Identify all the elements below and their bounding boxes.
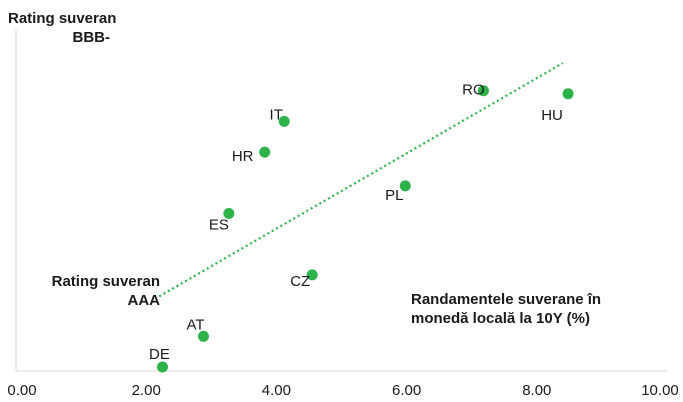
- data-point-ro: [477, 85, 489, 97]
- point-label-hu: HU: [541, 107, 563, 124]
- point-label-de: DE: [149, 346, 170, 363]
- x-tick-label: 8.00: [522, 382, 551, 399]
- x-tick-label: 10.00: [641, 382, 679, 399]
- x-axis-label: Randamentele suverane în monedă locală l…: [411, 290, 681, 328]
- x-axis-label-line2: monedă locală la 10Y (%): [411, 310, 590, 327]
- data-point-it: [278, 115, 290, 127]
- data-point-cz: [306, 269, 318, 281]
- y-axis-top-label: Rating suveran BBB-: [8, 9, 117, 47]
- y-axis-bottom-label-line1: Rating suveran: [51, 273, 160, 290]
- data-point-es: [223, 208, 235, 219]
- data-point-hr: [259, 146, 271, 158]
- x-tick-label: 2.00: [132, 382, 161, 399]
- y-axis-top-label-line1: Rating suveran: [8, 10, 117, 27]
- point-label-pl: PL: [385, 187, 403, 204]
- x-axis-label-line1: Randamentele suverane în: [411, 291, 602, 308]
- x-tick-label: 6.00: [392, 382, 421, 399]
- trendline: [158, 62, 564, 298]
- data-point-hu: [562, 88, 574, 100]
- point-label-it: IT: [270, 106, 283, 123]
- y-axis-bottom-label: Rating suveran AAA: [18, 272, 160, 310]
- point-label-at: AT: [186, 316, 204, 333]
- point-label-cz: CZ: [290, 273, 310, 290]
- data-point-at: [197, 330, 209, 342]
- point-label-ro: RO: [462, 82, 485, 99]
- point-label-es: ES: [209, 217, 229, 234]
- y-axis-top-label-line2: BBB-: [72, 29, 111, 46]
- x-tick-label: 4.00: [262, 382, 291, 399]
- x-tick-label: 0.00: [7, 382, 36, 399]
- point-label-hr: HR: [232, 148, 254, 165]
- y-axis-bottom-label-line2: AAA: [127, 292, 161, 309]
- data-point-de: [156, 361, 168, 373]
- data-point-pl: [399, 180, 411, 192]
